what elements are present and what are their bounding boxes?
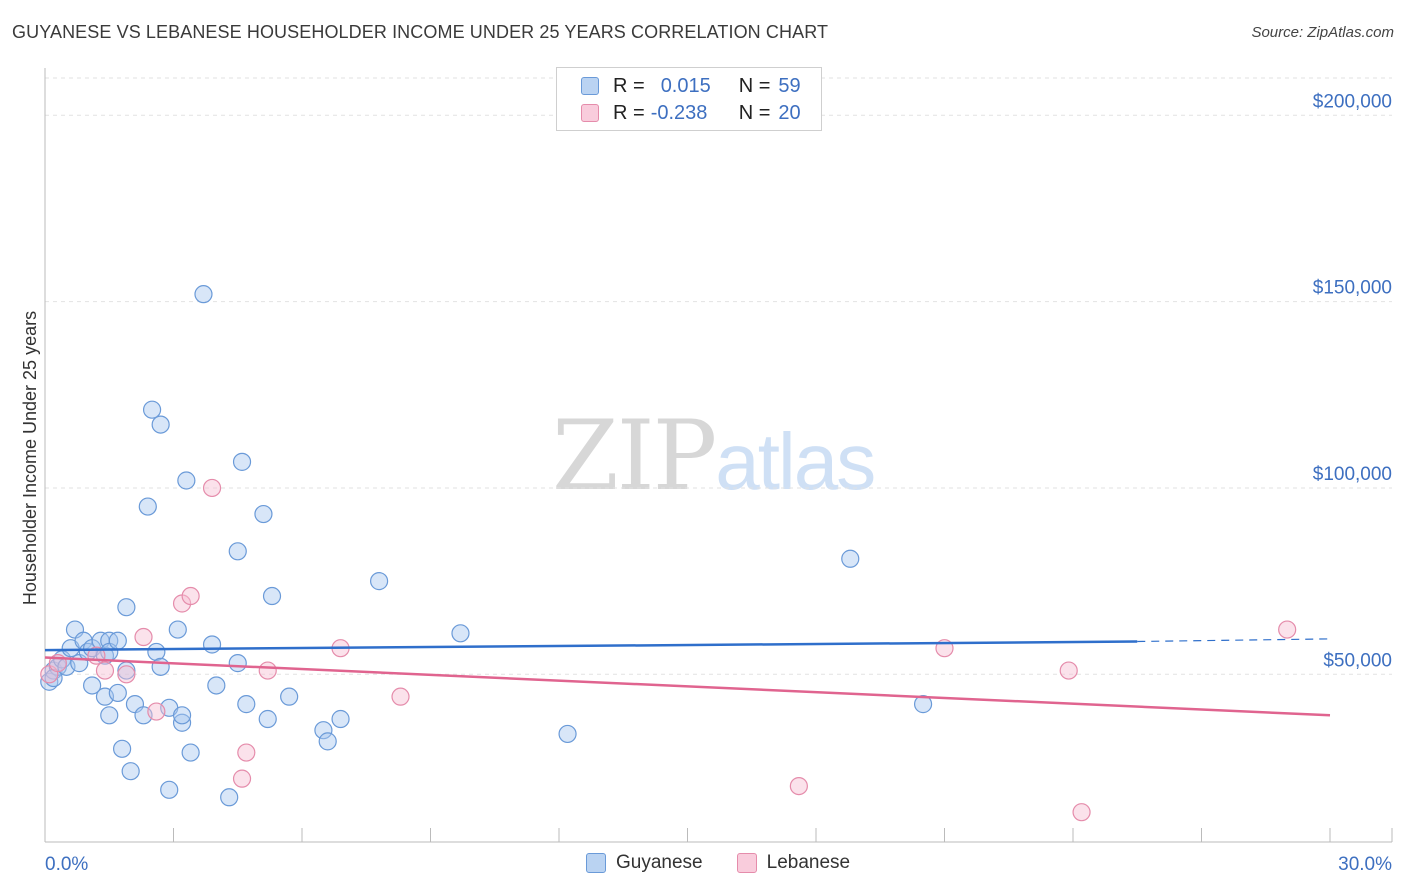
watermark: ZIPatlas	[552, 400, 876, 512]
lebanese-point	[181, 586, 200, 606]
legend-r-value: -0.238	[650, 101, 708, 124]
guyanese-point	[841, 549, 860, 568]
lebanese-trendline	[44, 656, 1331, 717]
lebanese-point	[95, 661, 115, 680]
legend-n-value: 59	[778, 74, 801, 97]
guyanese-point	[254, 504, 273, 524]
guyanese-legend-swatch	[586, 853, 606, 873]
guyanese-point	[121, 762, 140, 781]
guyanese-point	[172, 706, 192, 725]
guyanese-point	[147, 642, 166, 662]
legend-r-value: 0.015	[660, 74, 711, 97]
guyanese-point	[318, 732, 337, 751]
legend-item-guyanese: Guyanese	[586, 852, 703, 874]
guyanese-point	[913, 695, 933, 714]
guyanese-point	[112, 739, 132, 758]
lebanese-point	[232, 769, 252, 788]
guyanese-point	[558, 724, 577, 744]
y-tick-label: $100,000	[1313, 464, 1392, 485]
guyanese-trendline-extension	[1137, 638, 1331, 643]
legend-guyanese-label: Guyanese	[616, 852, 703, 873]
guyanese-point	[331, 709, 350, 729]
guyanese-point	[151, 657, 170, 676]
guyanese-point	[160, 780, 179, 799]
y-tick-label: $200,000	[1313, 91, 1392, 112]
guyanese-point	[237, 695, 256, 714]
guyanese-point	[108, 631, 127, 650]
guyanese-point	[202, 635, 222, 654]
guyanese-point	[177, 471, 196, 490]
legend-row-lebanese: R = -0.238 N = 20	[581, 100, 801, 126]
lebanese-point	[258, 661, 277, 680]
guyanese-point	[117, 598, 136, 617]
guyanese-point	[108, 683, 127, 703]
guyanese-point	[83, 676, 102, 695]
lebanese-point	[202, 478, 222, 498]
guyanese-point	[172, 713, 192, 732]
lebanese-point	[1059, 661, 1078, 680]
guyanese-point	[228, 654, 247, 673]
guyanese-point	[220, 788, 239, 807]
lebanese-point	[1072, 803, 1091, 822]
guyanese-point	[100, 706, 119, 725]
guyanese-swatch	[581, 77, 599, 95]
legend-n-value: 20	[778, 101, 801, 124]
guyanese-point	[168, 620, 187, 639]
chart-source: Source: ZipAtlas.com	[1251, 24, 1394, 41]
guyanese-point	[138, 497, 157, 516]
lebanese-legend-swatch	[736, 853, 757, 873]
lebanese-point	[237, 743, 256, 762]
x-tick-label: 30.0%	[1338, 854, 1392, 875]
guyanese-point	[451, 624, 470, 643]
guyanese-point	[370, 572, 389, 591]
chart-title: GUYANESE VS LEBANESE HOUSEHOLDER INCOME …	[12, 22, 829, 42]
legend-n-label: N =	[738, 101, 771, 124]
guyanese-point	[232, 452, 252, 471]
legend-r-label: R =	[613, 74, 645, 97]
legend-lebanese-label: Lebanese	[766, 852, 851, 873]
guyanese-trendline	[44, 640, 1138, 652]
guyanese-point	[228, 542, 247, 561]
lebanese-swatch	[581, 104, 599, 122]
guyanese-point	[314, 721, 333, 740]
y-tick-label: $50,000	[1323, 650, 1392, 671]
series-legend: Guyanese Lebanese	[586, 852, 884, 874]
lebanese-point	[391, 687, 410, 706]
guyanese-point	[142, 400, 162, 419]
guyanese-point	[207, 676, 226, 695]
legend-r-label: R =	[613, 101, 645, 124]
lebanese-point	[134, 627, 153, 647]
legend-n-label: N =	[738, 74, 771, 97]
correlation-legend: R = 0.015 N = 59 R = -0.238 N = 20	[556, 67, 822, 131]
x-tick-label: 0.0%	[45, 854, 88, 875]
y-tick-label: $150,000	[1313, 278, 1392, 299]
watermark-zip: ZIP	[552, 400, 717, 512]
watermark-atlas: atlas	[715, 417, 876, 506]
lebanese-point	[1278, 620, 1297, 639]
guyanese-point	[181, 743, 200, 762]
guyanese-point	[151, 415, 170, 434]
guyanese-point	[194, 285, 213, 304]
legend-row-guyanese: R = 0.015 N = 59	[581, 73, 801, 99]
guyanese-point	[280, 687, 299, 706]
lebanese-point	[117, 665, 136, 684]
lebanese-point	[789, 776, 808, 796]
guyanese-point	[262, 586, 282, 606]
lebanese-point	[147, 702, 166, 721]
y-axis-title: Householder Income Under 25 years	[20, 311, 40, 605]
legend-item-lebanese: Lebanese	[736, 852, 851, 874]
guyanese-point	[258, 709, 277, 729]
